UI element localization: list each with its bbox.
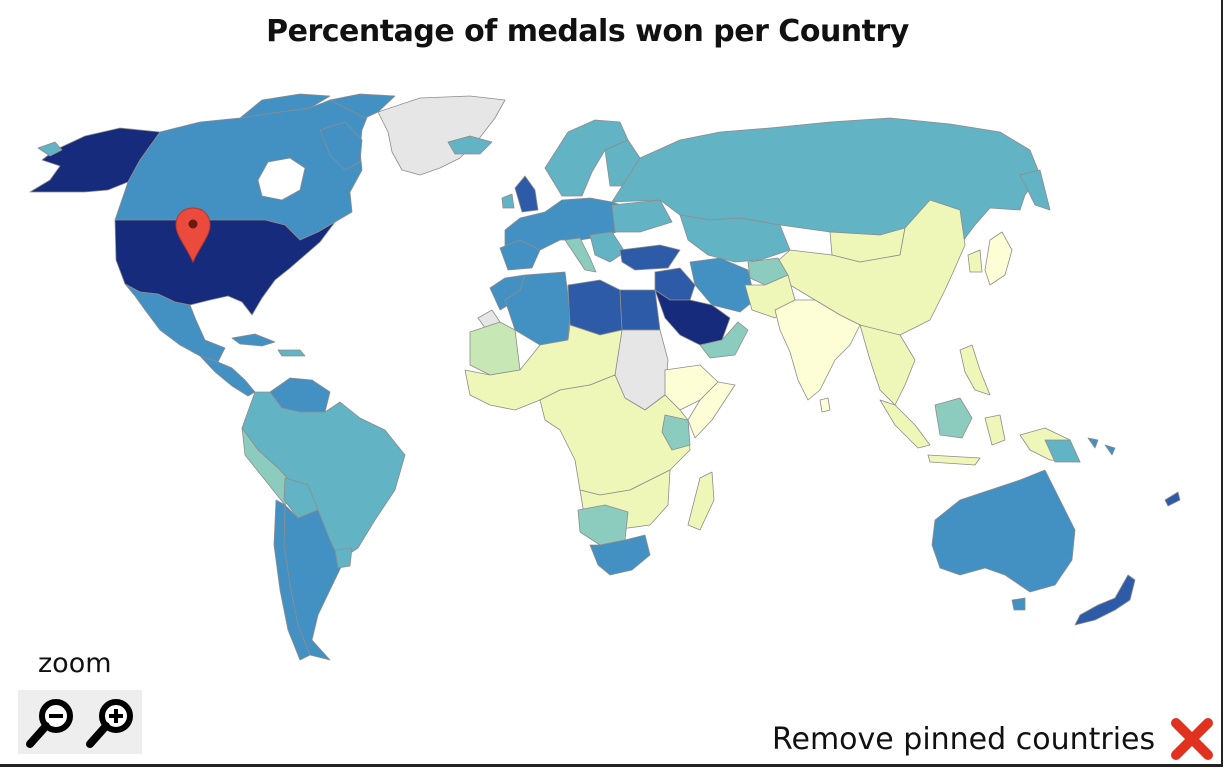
country-papua-new-guinea[interactable] <box>1044 439 1081 463</box>
map-pin-icon[interactable] <box>175 207 211 264</box>
balkans[interactable] <box>589 231 626 263</box>
country-italy[interactable] <box>564 237 597 273</box>
remove-pinned-countries-button[interactable]: Remove pinned countries <box>772 716 1215 762</box>
baffin-island[interactable] <box>319 121 363 171</box>
country-australia[interactable] <box>931 469 1076 593</box>
country-chile[interactable] <box>273 499 311 661</box>
zoom-out-magnifier-icon[interactable] <box>22 694 78 750</box>
country-india[interactable] <box>774 299 861 401</box>
country-new-zealand[interactable] <box>1074 574 1136 626</box>
country-russia[interactable] <box>611 117 1041 246</box>
country-kazakhstan[interactable] <box>679 214 791 263</box>
country-philippines[interactable] <box>959 344 991 396</box>
country-ukraine[interactable] <box>611 199 673 233</box>
country-iran[interactable] <box>689 257 756 313</box>
island-sumatra[interactable] <box>879 399 931 449</box>
country-alaska[interactable] <box>29 127 161 193</box>
island-alaska-west[interactable] <box>37 141 63 157</box>
zoom-controls <box>18 690 142 754</box>
country-egypt[interactable] <box>619 289 661 331</box>
caribbean-islands[interactable] <box>277 349 306 357</box>
country-ireland[interactable] <box>501 193 515 209</box>
island-small-2[interactable] <box>1104 444 1116 456</box>
island-small-3[interactable] <box>1087 437 1099 449</box>
country-japan[interactable] <box>984 231 1013 286</box>
canada-arctic-island-2[interactable] <box>329 93 396 119</box>
island-java[interactable] <box>927 454 981 466</box>
canada-arctic-island-1[interactable] <box>239 93 331 119</box>
island-tasmania[interactable] <box>1011 597 1026 611</box>
country-united-kingdom[interactable] <box>514 175 539 213</box>
country-iceland[interactable] <box>447 135 493 155</box>
country-spain[interactable] <box>499 239 541 271</box>
hudson-bay <box>257 157 306 201</box>
chart-title: Percentage of medals won per Country <box>266 14 909 49</box>
island-sulawesi[interactable] <box>984 414 1006 446</box>
central-america[interactable] <box>199 355 256 397</box>
country-uruguay[interactable] <box>334 547 353 569</box>
remove-pinned-label: Remove pinned countries <box>772 721 1156 757</box>
country-madagascar[interactable] <box>687 471 715 531</box>
country-china[interactable] <box>769 199 966 336</box>
west-africa-sahel[interactable] <box>464 324 623 411</box>
southeast-asia-mainland[interactable] <box>859 324 916 406</box>
zoom-in-magnifier-icon[interactable] <box>82 694 138 750</box>
country-korea[interactable] <box>967 249 983 273</box>
country-yemen-oman[interactable] <box>699 321 749 359</box>
zoom-label: zoom <box>38 648 112 679</box>
country-kenya[interactable] <box>661 414 691 451</box>
country-sri-lanka[interactable] <box>819 397 831 413</box>
red-x-icon[interactable] <box>1169 716 1215 762</box>
island-small-1[interactable] <box>1164 491 1181 507</box>
country-south-africa[interactable] <box>589 534 651 576</box>
country-namibia-botswana[interactable] <box>577 504 629 546</box>
kamchatka[interactable] <box>1019 169 1051 211</box>
country-turkey[interactable] <box>619 244 681 271</box>
country-mexico[interactable] <box>124 283 226 363</box>
country-greenland[interactable] <box>377 95 506 176</box>
central-africa[interactable] <box>539 374 691 496</box>
country-cuba[interactable] <box>231 333 276 347</box>
country-mauritania[interactable] <box>469 321 521 376</box>
island-borneo[interactable] <box>934 397 973 439</box>
country-saudi-arabia[interactable] <box>654 289 731 346</box>
